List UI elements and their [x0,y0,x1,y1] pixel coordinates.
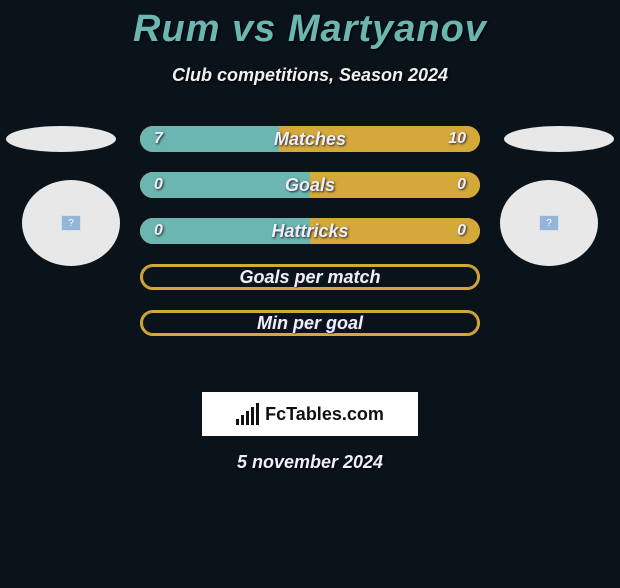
brand-logo: FcTables.com [202,392,418,436]
stat-value-right: 0 [457,172,466,198]
brand-text: FcTables.com [265,404,384,425]
stat-bars: 7 Matches 10 0 Goals 0 0 Hattricks 0 Goa… [140,126,480,356]
stat-value-right: 0 [457,218,466,244]
stat-bar-matches: 7 Matches 10 [140,126,480,152]
page-title: Rum vs Martyanov [0,8,620,51]
player-left-avatar-placeholder: ? [22,180,120,266]
stat-label: Goals per match [142,266,478,288]
stat-bar-min-per-goal: Min per goal [140,310,480,336]
stat-label: Hattricks [140,218,480,244]
player-right-country-placeholder [504,126,614,152]
stat-value-right: 10 [448,126,466,152]
stat-label: Goals [140,172,480,198]
subtitle: Club competitions, Season 2024 [0,65,620,86]
stat-bar-hattricks: 0 Hattricks 0 [140,218,480,244]
image-missing-icon: ? [61,215,81,231]
stat-label: Matches [140,126,480,152]
stat-label: Min per goal [142,312,478,334]
stat-bar-goals: 0 Goals 0 [140,172,480,198]
date-text: 5 november 2024 [0,452,620,473]
player-right-avatar-placeholder: ? [500,180,598,266]
player-left-country-placeholder [6,126,116,152]
comparison-stage: ? ? 7 Matches 10 0 Goals 0 0 Hattricks 0… [0,126,620,386]
brand-bars-icon [236,403,259,425]
stat-bar-goals-per-match: Goals per match [140,264,480,290]
image-missing-icon: ? [539,215,559,231]
